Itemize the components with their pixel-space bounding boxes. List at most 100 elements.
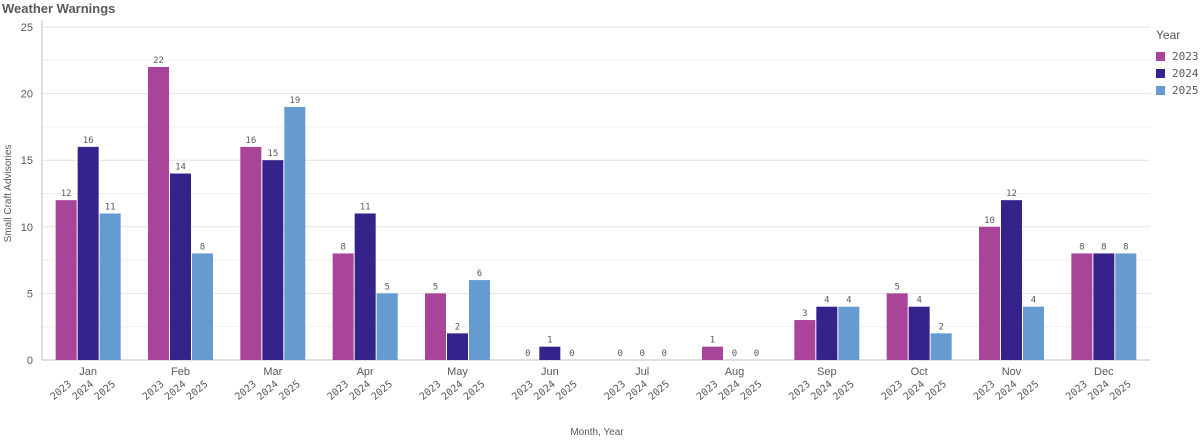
bar: [262, 160, 284, 360]
bar: [979, 226, 1000, 360]
x-year-label: 2023: [787, 379, 813, 403]
y-tick-label: 20: [21, 89, 33, 101]
x-year-label: 2024: [440, 379, 466, 403]
x-category-label: Mar: [263, 366, 282, 378]
bar-value-label: 0: [754, 349, 759, 359]
x-year-label: 2023: [49, 379, 75, 403]
bar: [148, 66, 169, 361]
x-category-label: Oct: [911, 366, 928, 378]
bar: [55, 200, 77, 360]
legend-label: 2024: [1172, 67, 1199, 80]
bar-value-label: 16: [83, 136, 94, 146]
x-year-label: 2023: [603, 379, 629, 403]
bar: [77, 146, 99, 360]
y-tick-label: 0: [27, 355, 33, 367]
x-category-label: Jun: [541, 366, 559, 378]
x-year-label: 2023: [326, 379, 352, 403]
bar-value-label: 0: [569, 349, 574, 359]
x-year-label: 2023: [418, 379, 444, 403]
x-year-label: 2024: [163, 379, 189, 403]
x-year-label: 2023: [233, 379, 259, 403]
x-year-label: 2025: [462, 379, 488, 403]
x-year-label: 2025: [370, 379, 396, 403]
bar-value-label: 8: [200, 242, 205, 252]
legend-swatch: [1156, 86, 1165, 95]
bar: [816, 306, 838, 360]
y-tick-label: 15: [21, 155, 33, 167]
bar: [376, 293, 398, 360]
bar-value-label: 1: [547, 336, 552, 346]
bar: [425, 293, 446, 360]
x-year-label: 2025: [93, 379, 119, 403]
x-year-label: 2025: [277, 379, 303, 403]
bar-value-label: 14: [175, 163, 186, 173]
bar: [794, 320, 816, 360]
bar-value-label: 16: [245, 136, 256, 146]
x-category-label: May: [447, 366, 468, 378]
bar: [1093, 253, 1115, 360]
bar-value-label: 0: [617, 349, 622, 359]
bar: [284, 106, 306, 360]
legend-label: 2025: [1172, 84, 1199, 97]
bar-value-label: 11: [105, 202, 116, 212]
x-year-label: 2023: [695, 379, 721, 403]
x-year-label: 2024: [902, 379, 928, 403]
bar: [1001, 200, 1022, 360]
legend-swatch: [1156, 52, 1165, 61]
legend: Year 2023 2024 2025: [1156, 28, 1199, 99]
bar-value-label: 5: [433, 282, 438, 292]
x-category-label: Jan: [79, 366, 97, 378]
chart-title: Weather Warnings: [2, 1, 116, 16]
bar: [1115, 253, 1137, 360]
bar: [354, 213, 376, 360]
bar: [838, 306, 860, 360]
bar-value-label: 22: [153, 56, 164, 66]
bar-value-label: 2: [455, 322, 460, 332]
bar-value-label: 19: [289, 96, 300, 106]
bar: [908, 306, 930, 360]
bar-value-label: 8: [340, 242, 345, 252]
x-year-label: 2025: [554, 379, 580, 403]
bar-value-label: 4: [1031, 296, 1036, 306]
bar: [192, 253, 213, 360]
bar: [99, 213, 121, 360]
bar-value-label: 0: [661, 349, 666, 359]
x-year-label: 2024: [994, 379, 1020, 403]
bar: [469, 280, 490, 360]
x-year-label: 2025: [924, 379, 950, 403]
bar: [930, 333, 952, 360]
legend-item-2025[interactable]: 2025: [1156, 82, 1199, 99]
bar: [170, 173, 191, 360]
bar-value-label: 0: [525, 349, 530, 359]
x-category-label: Apr: [357, 366, 374, 378]
bar: [1071, 253, 1093, 360]
legend-item-2023[interactable]: 2023: [1156, 48, 1199, 65]
bar-value-label: 6: [477, 269, 482, 279]
x-year-label: 2024: [717, 379, 743, 403]
x-year-label: 2025: [1108, 379, 1134, 403]
bar-value-label: 3: [802, 309, 807, 319]
bar: [240, 146, 262, 360]
bar-value-label: 5: [894, 282, 899, 292]
bar-value-label: 10: [984, 216, 995, 226]
x-year-label: 2023: [972, 379, 998, 403]
x-category-label: Dec: [1094, 366, 1114, 378]
bar-value-label: 4: [916, 296, 921, 306]
bar-value-label: 11: [360, 202, 371, 212]
y-axis-title: Small Craft Advisories: [3, 145, 14, 243]
x-year-label: 2024: [1086, 379, 1112, 403]
bar-value-label: 8: [1101, 242, 1106, 252]
bar-value-label: 8: [1079, 242, 1084, 252]
legend-item-2024[interactable]: 2024: [1156, 65, 1199, 82]
x-year-label: 2024: [809, 379, 835, 403]
x-year-label: 2023: [141, 379, 167, 403]
bar: [702, 346, 723, 360]
y-tick-label: 25: [21, 22, 33, 34]
bar: [539, 346, 561, 360]
x-category-label: Aug: [725, 366, 745, 378]
bar-value-label: 12: [61, 189, 72, 199]
bar: [447, 333, 468, 360]
x-year-label: 2024: [532, 379, 558, 403]
x-year-label: 2025: [1016, 379, 1042, 403]
bar: [886, 293, 908, 360]
